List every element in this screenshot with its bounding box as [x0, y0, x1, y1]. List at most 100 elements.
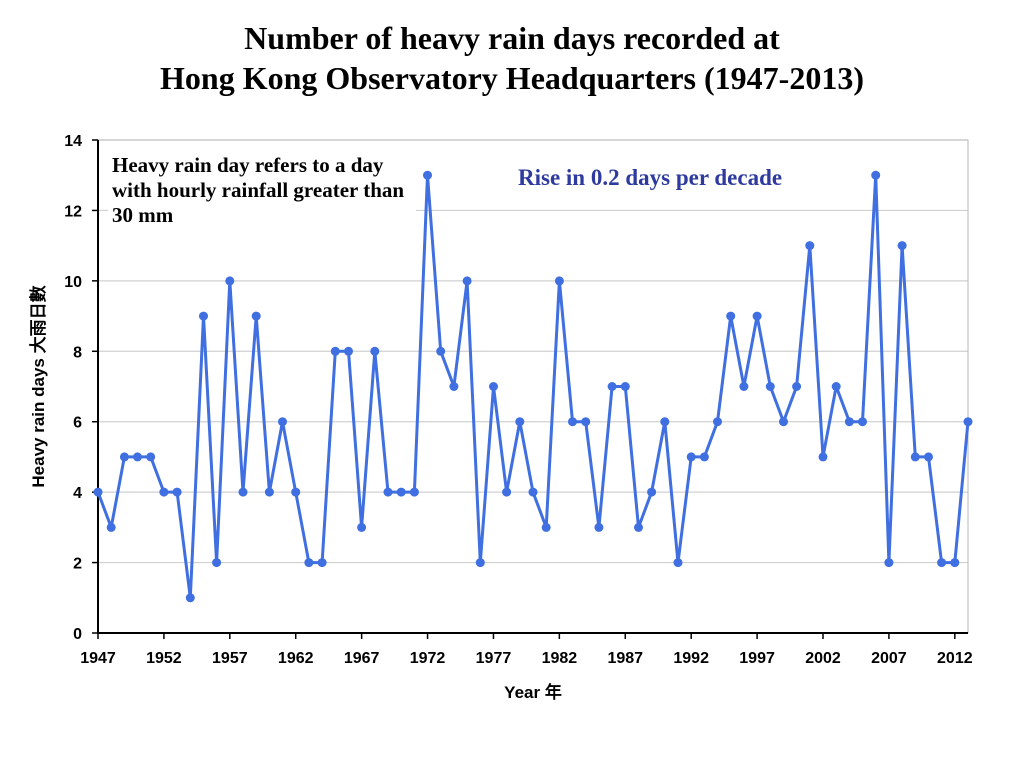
data-point [620, 382, 630, 391]
data-point [779, 417, 788, 427]
x-tick-label: 1952 [146, 650, 182, 667]
data-point [950, 558, 960, 568]
data-point [792, 382, 802, 391]
data-point [185, 593, 195, 603]
data-point [436, 346, 446, 356]
y-tick-label: 12 [64, 203, 82, 220]
data-point [449, 382, 459, 391]
data-point [937, 558, 947, 568]
data-point [963, 417, 973, 427]
data-points [93, 170, 973, 603]
data-point [264, 487, 274, 497]
x-tick-label: 1947 [80, 650, 116, 667]
x-tick-label: 1957 [212, 650, 248, 667]
data-point [647, 487, 657, 497]
data-point [581, 417, 591, 427]
data-point [330, 346, 340, 356]
x-tick-label: 1987 [607, 650, 643, 667]
data-point [713, 417, 722, 427]
data-point [489, 382, 498, 391]
data-point [607, 382, 617, 391]
x-tick-label: 1967 [344, 650, 380, 667]
data-point [225, 276, 235, 286]
data-point [502, 487, 512, 497]
data-point [423, 170, 432, 180]
y-tick-label: 14 [64, 133, 82, 150]
trend-annotation: Rise in 0.2 days per decade [518, 165, 783, 190]
chart-title-line2: Hong Kong Observatory Headquarters (1947… [160, 60, 864, 96]
data-point [291, 487, 301, 497]
data-point [396, 487, 406, 497]
x-tick-label: 2012 [937, 650, 973, 667]
data-point [541, 522, 551, 532]
data-point [278, 417, 287, 427]
data-point [357, 522, 367, 532]
data-point [765, 382, 775, 391]
data-point [594, 522, 604, 532]
x-tick-label: 1997 [739, 650, 775, 667]
data-point [554, 276, 564, 286]
data-point [344, 346, 353, 356]
data-point [739, 382, 749, 391]
x-tick-label: 1992 [673, 650, 709, 667]
data-point [924, 452, 933, 462]
data-point [884, 558, 894, 568]
x-tick-label: 2007 [871, 650, 907, 667]
data-point [238, 487, 248, 497]
y-tick-label: 2 [73, 556, 82, 573]
x-tick-label: 1972 [410, 650, 446, 667]
chart-title-line1: Number of heavy rain days recorded at [244, 20, 780, 56]
y-tick-label: 8 [73, 344, 82, 361]
data-point [818, 452, 828, 462]
data-point [660, 417, 670, 427]
x-tick-label: 1977 [476, 650, 512, 667]
data-point [93, 487, 103, 497]
data-point [251, 311, 261, 321]
y-tick-label: 4 [73, 485, 82, 502]
y-axis-label: Heavy rain days 大雨日數 [28, 285, 48, 487]
data-point [752, 311, 762, 321]
data-point [370, 346, 380, 356]
data-point [858, 417, 867, 427]
data-point [462, 276, 472, 286]
data-point [871, 170, 881, 180]
data-point [146, 452, 156, 462]
data-point [673, 558, 683, 568]
y-tick-label: 10 [64, 274, 82, 291]
data-point [212, 558, 222, 568]
definition-note: Heavy rain day refers to a day with hour… [108, 153, 416, 228]
data-point [831, 382, 841, 391]
data-point [475, 558, 485, 568]
x-tick-label: 2002 [805, 650, 841, 667]
data-point [568, 417, 577, 427]
tick-labels: 0 2 4 6 8 10 12 14 1947 1952 1957 1962 1967 1972 1977 1… [64, 133, 973, 667]
data-point [133, 452, 142, 462]
x-tick-label: 1982 [542, 650, 578, 667]
data-point [383, 487, 393, 497]
data-point [199, 311, 208, 321]
data-point [897, 241, 907, 251]
x-axis-label: Year 年 [504, 682, 562, 702]
data-point [844, 417, 854, 427]
chart-title: Number of heavy rain days recorded at Ho… [0, 18, 1024, 98]
data-point [159, 487, 169, 497]
data-point [304, 558, 314, 568]
data-point [726, 311, 736, 321]
data-point [106, 522, 116, 532]
data-point [699, 452, 709, 462]
data-point [172, 487, 182, 497]
x-tick-label: 1962 [278, 650, 314, 667]
data-point [686, 452, 696, 462]
data-point [317, 558, 327, 568]
data-point [805, 241, 815, 251]
y-tick-label: 0 [73, 626, 82, 643]
data-point [119, 452, 129, 462]
data-point [634, 522, 643, 532]
data-point [528, 487, 538, 497]
data-point [409, 487, 419, 497]
axes [92, 139, 968, 639]
data-point [515, 417, 525, 427]
data-point [910, 452, 920, 462]
y-tick-label: 6 [73, 415, 82, 432]
